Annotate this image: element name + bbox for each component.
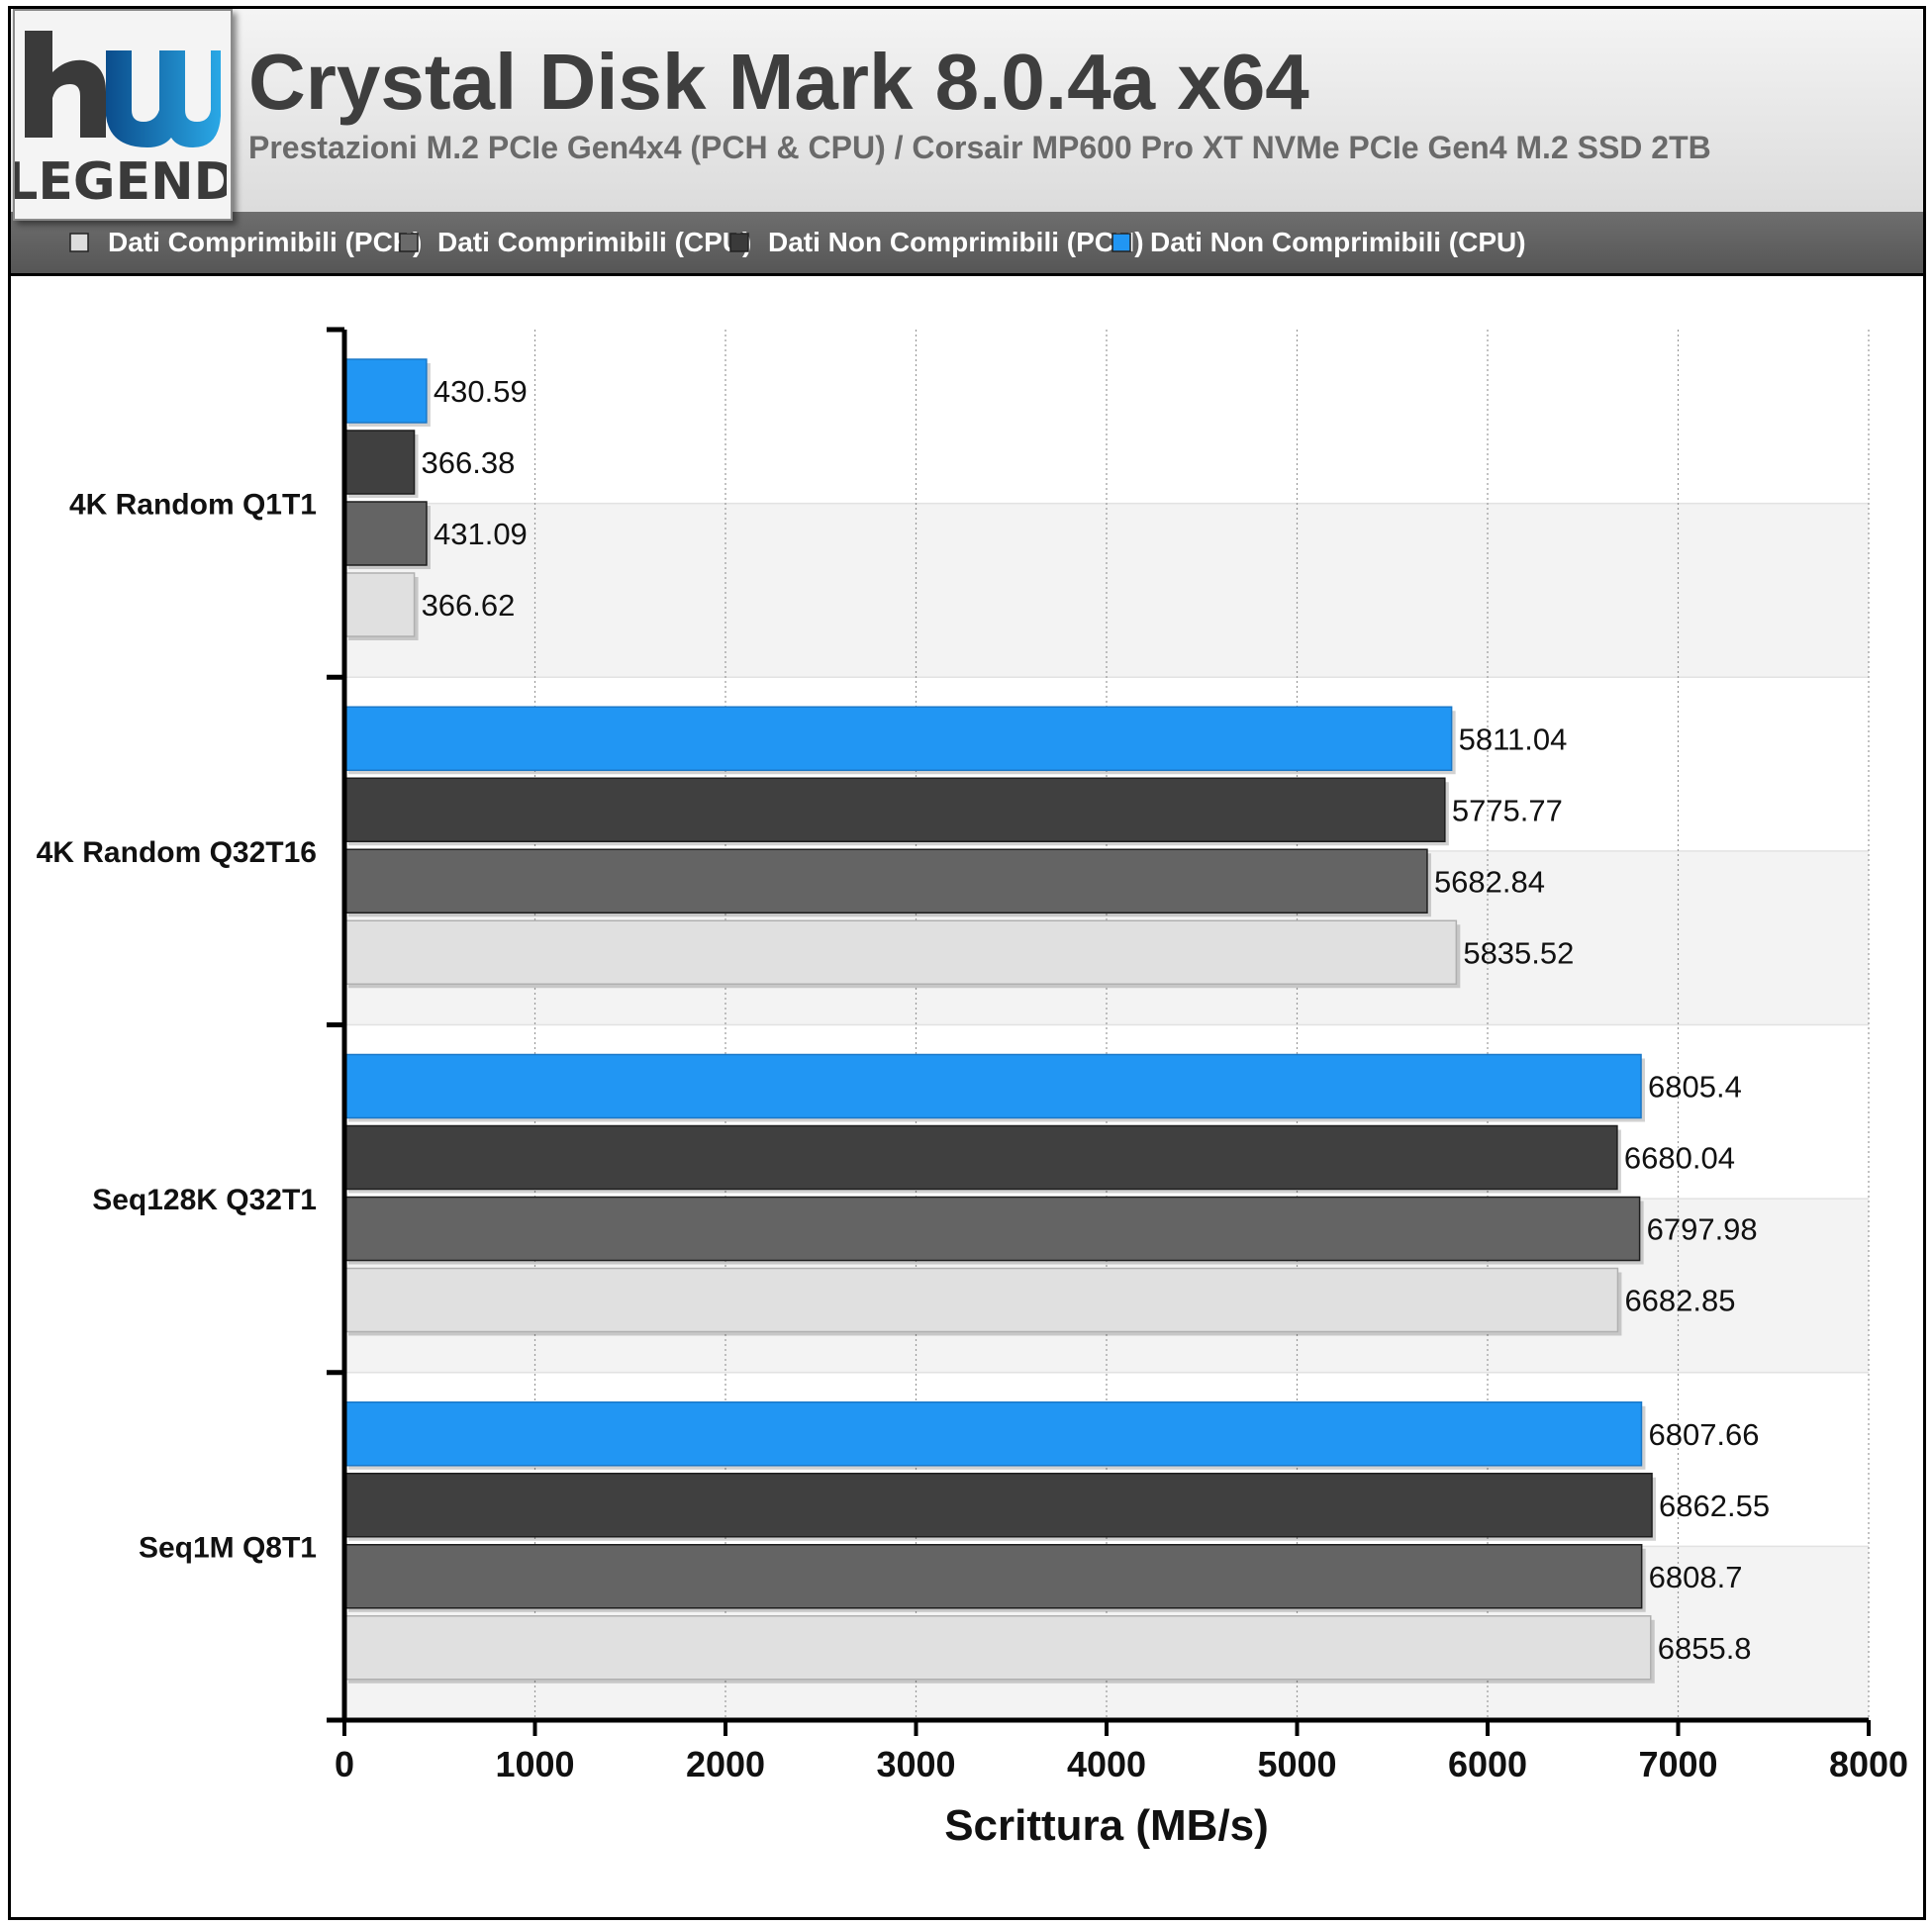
- chart-title: Crystal Disk Mark 8.0.4a x64: [248, 38, 1309, 126]
- chart-header: Crystal Disk Mark 8.0.4a x64 Prestazioni…: [11, 9, 1923, 215]
- data-label: 431.09: [434, 517, 528, 551]
- legend-label: Dati Comprimibili (PCH): [108, 227, 422, 257]
- x-axis-title: Scrittura (MB/s): [944, 1801, 1269, 1850]
- data-label: 5775.77: [1452, 793, 1563, 827]
- chart-subtitle: Prestazioni M.2 PCIe Gen4x4 (PCH & CPU) …: [248, 130, 1711, 165]
- category-label: 4K Random Q32T16: [37, 836, 317, 869]
- x-tick-label: 1000: [495, 1744, 574, 1784]
- data-label: 6797.98: [1647, 1212, 1758, 1247]
- bar: [343, 1124, 1618, 1191]
- data-label: 6682.85: [1624, 1284, 1735, 1318]
- x-tick-label: 7000: [1638, 1744, 1717, 1784]
- bar: [343, 706, 1453, 771]
- data-label: 6807.66: [1648, 1417, 1759, 1452]
- x-tick-label: 6000: [1448, 1744, 1527, 1784]
- bar: [343, 1401, 1643, 1467]
- legend-label: Dati Non Comprimibili (CPU): [1150, 227, 1526, 257]
- category-label: 4K Random Q1T1: [69, 489, 317, 522]
- data-label: 6805.4: [1648, 1070, 1742, 1105]
- bar: [343, 358, 428, 424]
- legend-label: Dati Non Comprimibili (PCH): [768, 227, 1144, 257]
- bar: [343, 1473, 1653, 1538]
- logo-mark-icon: LEGEND: [5, 31, 237, 212]
- bar: [343, 777, 1446, 842]
- x-tick-label: 8000: [1829, 1744, 1908, 1784]
- data-label: 6680.04: [1624, 1141, 1735, 1176]
- logo-text: LEGEND: [15, 152, 227, 212]
- legend-swatch: [1111, 233, 1131, 252]
- bar: [343, 1544, 1643, 1609]
- data-label: 6855.8: [1658, 1631, 1752, 1666]
- data-label: 366.62: [422, 588, 516, 623]
- x-tick-label: 2000: [686, 1744, 765, 1784]
- x-tick-label: 0: [335, 1744, 354, 1784]
- x-tick-label: 4000: [1067, 1744, 1146, 1784]
- legend-swatch: [69, 233, 89, 252]
- bar: [343, 1267, 1619, 1333]
- bar: [343, 1196, 1641, 1262]
- legend-swatch: [399, 233, 419, 252]
- category-label: Seq128K Q32T1: [92, 1184, 317, 1216]
- data-label: 6808.7: [1649, 1560, 1743, 1594]
- bar: [343, 501, 428, 566]
- logo: LEGEND: [5, 9, 237, 221]
- data-label: 430.59: [434, 374, 528, 409]
- bar: [343, 430, 416, 495]
- data-label: 5811.04: [1459, 722, 1568, 756]
- x-tick-label: 3000: [876, 1744, 955, 1784]
- bar: [343, 1053, 1642, 1119]
- bar: [343, 1615, 1652, 1681]
- legend-bar: Dati Comprimibili (PCH) Dati Comprimibili…: [11, 212, 1923, 276]
- legend: Dati Comprimibili (PCH) Dati Comprimibili…: [69, 227, 1526, 257]
- data-label: 6862.55: [1659, 1489, 1770, 1523]
- legend-label: Dati Comprimibili (CPU): [437, 227, 751, 257]
- bar: [343, 572, 416, 637]
- data-label: 366.38: [422, 445, 516, 480]
- data-label: 5682.84: [1434, 864, 1545, 899]
- category-label: Seq1M Q8T1: [139, 1531, 317, 1564]
- legend-swatch: [729, 233, 749, 252]
- x-tick-label: 5000: [1257, 1744, 1336, 1784]
- bar: [343, 848, 1428, 914]
- bar: [343, 919, 1458, 985]
- data-label: 5835.52: [1463, 935, 1574, 970]
